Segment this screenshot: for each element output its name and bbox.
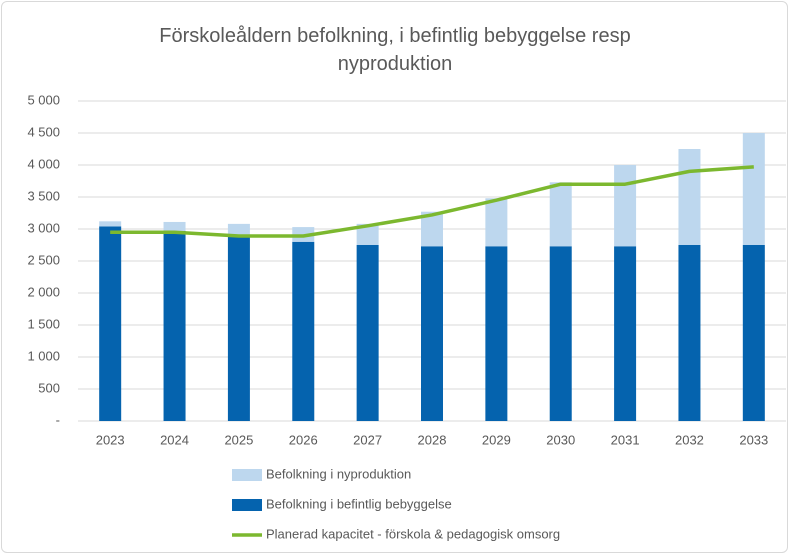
bar — [742, 245, 765, 421]
y-tick-label: 4 500 — [27, 124, 60, 139]
x-tick-label: 2029 — [482, 432, 511, 447]
bar — [227, 223, 250, 237]
x-tick-label: 2031 — [611, 432, 640, 447]
y-tick-label: 4 000 — [27, 156, 60, 171]
x-tick-label: 2027 — [353, 432, 382, 447]
y-tick-label: 2 000 — [27, 284, 60, 299]
bar — [421, 246, 443, 421]
bar — [163, 230, 186, 421]
legend-label: Befolkning i nyproduktion — [266, 466, 411, 481]
y-tick-label: 500 — [38, 380, 60, 395]
legend-label: Planerad kapacitet - förskola & pedagogi… — [266, 526, 560, 541]
bar — [742, 133, 765, 245]
bar — [421, 211, 443, 247]
bar — [99, 221, 122, 227]
legend-swatch — [232, 469, 262, 481]
x-tick-label: 2024 — [160, 432, 189, 447]
bar — [163, 221, 186, 231]
bar — [99, 226, 122, 421]
x-tick-label: 2025 — [224, 432, 253, 447]
y-tick-label: 3 000 — [27, 220, 60, 235]
x-tick-label: 2023 — [96, 432, 125, 447]
y-tick-label: 2 500 — [27, 252, 60, 267]
x-tick-label: 2033 — [739, 432, 768, 447]
chart-title: Förskoleåldern befolkning, i befintlig b… — [159, 25, 631, 75]
bar — [485, 198, 508, 247]
bar — [678, 149, 701, 245]
y-tick-label: 3 500 — [27, 188, 60, 203]
bar — [614, 165, 637, 247]
bar — [227, 236, 250, 421]
bar — [356, 223, 379, 245]
y-tick-label: - — [56, 412, 60, 427]
bar — [614, 246, 637, 421]
y-tick-label: 5 000 — [27, 92, 60, 107]
legend-swatch — [232, 499, 262, 511]
bar — [485, 246, 508, 421]
x-tick-label: 2032 — [675, 432, 704, 447]
y-tick-label: 1 500 — [27, 316, 60, 331]
line — [110, 165, 754, 238]
bar — [356, 245, 379, 421]
y-tick-label: 1 000 — [27, 348, 60, 363]
x-tick-label: 2028 — [418, 432, 447, 447]
bar — [549, 246, 572, 421]
bar — [549, 182, 572, 247]
legend-label: Befolkning i befintlig bebyggelse — [266, 496, 452, 511]
x-tick-label: 2030 — [546, 432, 575, 447]
bar — [292, 241, 315, 421]
bar — [678, 245, 701, 421]
x-tick-label: 2026 — [289, 432, 318, 447]
